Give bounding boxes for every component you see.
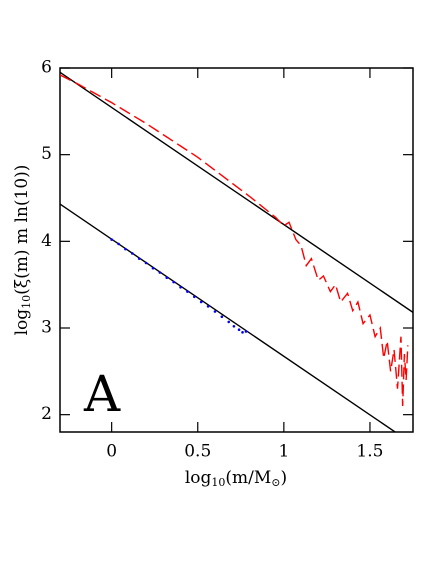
data-point — [151, 266, 155, 270]
x-label-sub: 10 — [211, 476, 225, 489]
data-point — [117, 242, 120, 246]
data-point — [232, 324, 236, 328]
series-line — [60, 74, 409, 407]
y-label-main: log — [12, 309, 32, 336]
x-label-end: ) — [281, 468, 288, 488]
data-point — [237, 328, 241, 332]
y-axis-label: log10(ξ(m) m ln(10)) — [12, 165, 34, 336]
data-point — [137, 257, 141, 260]
x-tick-label: 1.5 — [356, 442, 383, 462]
data-point — [227, 320, 231, 324]
x-label-rest: (m/M — [225, 468, 271, 488]
x-label-main: log — [185, 468, 212, 488]
y-tick-label: 6 — [41, 58, 52, 78]
y-tick-label: 2 — [41, 404, 52, 424]
data-point — [213, 310, 217, 313]
y-tick-label: 3 — [41, 318, 52, 338]
data-point — [158, 271, 162, 274]
data-point — [199, 300, 203, 304]
data-point — [131, 252, 134, 255]
panel-label: A — [83, 365, 121, 423]
data-point — [220, 315, 224, 319]
x-tick-label: 1 — [278, 442, 289, 462]
data-point — [244, 330, 248, 333]
y-tick-label: 4 — [41, 231, 52, 251]
data-point — [110, 238, 113, 241]
y-label-sub: 10 — [20, 295, 33, 309]
x-tick-label: 0.5 — [184, 442, 211, 462]
data-point — [193, 295, 196, 299]
data-point — [124, 247, 127, 251]
data-point — [172, 280, 175, 284]
x-tick-label: 0 — [106, 442, 117, 462]
y-label-rest: (ξ(m) m ln(10)) — [12, 165, 32, 295]
data-point — [179, 285, 182, 289]
y-tick-label: 5 — [41, 144, 52, 164]
x-axis-label: log10(m/M⊙) — [185, 468, 287, 490]
data-point — [241, 331, 244, 334]
data-point — [186, 290, 189, 293]
plot-frame — [59, 67, 414, 433]
data-point — [144, 261, 148, 265]
data-point — [206, 305, 210, 308]
data-point — [165, 276, 169, 280]
x-label-sym: ⊙ — [271, 476, 280, 489]
series-line — [60, 71, 413, 313]
